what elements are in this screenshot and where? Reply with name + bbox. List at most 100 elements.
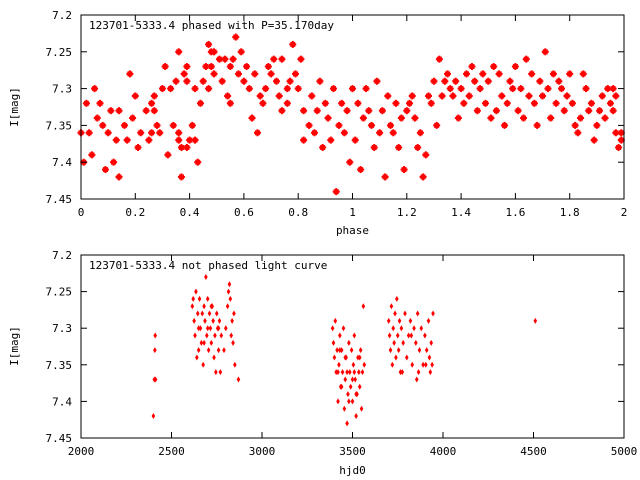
- unphased-chart-points: [151, 273, 538, 427]
- data-point: [196, 325, 201, 332]
- data-point: [392, 339, 396, 346]
- data-point: [180, 70, 188, 78]
- data-point: [161, 63, 169, 71]
- data-point: [498, 92, 506, 100]
- data-point: [361, 303, 366, 310]
- data-point: [398, 369, 403, 376]
- data-point: [115, 107, 123, 115]
- data-point: [195, 354, 199, 361]
- data-point: [425, 92, 433, 100]
- data-point: [427, 99, 435, 107]
- data-point: [579, 70, 587, 78]
- data-point: [91, 85, 99, 93]
- data-point: [334, 369, 339, 376]
- data-point: [205, 325, 210, 332]
- data-point: [183, 77, 191, 85]
- data-point: [479, 70, 487, 78]
- data-point: [346, 158, 354, 166]
- data-point: [354, 99, 362, 107]
- data-point: [210, 48, 218, 56]
- data-point: [240, 77, 248, 85]
- data-point: [286, 77, 294, 85]
- data-point: [349, 85, 356, 93]
- data-point: [227, 281, 232, 288]
- data-point: [330, 325, 335, 332]
- data-point: [520, 114, 528, 122]
- data-point: [82, 99, 90, 107]
- data-point: [210, 70, 218, 78]
- data-point: [365, 107, 373, 115]
- data-point: [248, 114, 256, 122]
- data-point: [490, 63, 498, 71]
- data-point: [349, 347, 354, 354]
- y-tick-label: 7.4: [52, 395, 72, 408]
- data-point: [204, 273, 208, 280]
- data-point: [609, 107, 617, 115]
- data-point: [471, 77, 479, 85]
- data-point: [395, 332, 400, 339]
- data-point: [151, 413, 156, 420]
- data-point: [200, 310, 205, 317]
- data-point: [245, 85, 253, 93]
- data-point: [409, 332, 414, 339]
- data-point: [419, 325, 424, 332]
- phased-chart-ticks: 0 0.2 0.4 0.6 0.8 1 1.2 1.4 1.6 1.8 2 7.2 7.25 7.3 7.3…: [46, 9, 628, 219]
- data-point: [342, 405, 347, 412]
- data-point: [175, 48, 183, 56]
- data-point: [503, 99, 511, 107]
- data-point: [596, 107, 604, 115]
- data-point: [357, 166, 365, 174]
- data-point: [264, 63, 272, 71]
- y-tick-label: 7.3: [52, 83, 72, 96]
- data-point: [142, 107, 150, 115]
- data-point: [153, 376, 158, 383]
- data-point: [394, 354, 398, 361]
- data-point: [190, 303, 195, 310]
- data-point: [267, 70, 275, 78]
- data-point: [148, 129, 156, 137]
- data-point: [615, 143, 623, 151]
- data-point: [400, 166, 408, 174]
- data-point: [386, 317, 391, 324]
- data-point: [319, 143, 327, 151]
- x-tick-label: 0.4: [180, 206, 200, 219]
- data-point: [446, 85, 454, 93]
- x-tick-label: 0.8: [288, 206, 308, 219]
- data-point: [422, 151, 430, 159]
- data-point: [224, 325, 228, 332]
- data-point: [429, 339, 434, 346]
- data-point: [351, 136, 359, 144]
- data-point: [395, 295, 399, 302]
- data-point: [544, 85, 552, 93]
- phased-chart-x-axis-label: phase: [336, 224, 369, 237]
- data-point: [172, 77, 180, 85]
- data-point: [199, 77, 207, 85]
- data-point: [558, 85, 566, 93]
- data-point: [441, 77, 449, 85]
- data-point: [549, 70, 557, 78]
- data-point: [452, 77, 460, 85]
- data-point: [343, 354, 348, 361]
- data-point: [354, 391, 358, 398]
- data-point: [148, 99, 156, 107]
- data-point: [196, 99, 204, 107]
- data-point: [221, 55, 229, 63]
- data-point: [332, 354, 337, 361]
- x-tick-label: 1.2: [397, 206, 417, 219]
- data-point: [357, 369, 361, 376]
- data-point: [209, 339, 214, 346]
- x-tick-label: 4500: [520, 445, 547, 458]
- data-point: [574, 129, 582, 137]
- x-tick-label: 3500: [339, 445, 366, 458]
- data-point: [547, 114, 555, 122]
- data-point: [347, 369, 352, 376]
- phased-chart-points: [77, 33, 625, 196]
- x-tick-label: 2500: [158, 445, 185, 458]
- data-point: [351, 361, 356, 368]
- data-point: [598, 92, 606, 100]
- data-point: [341, 325, 346, 332]
- data-point: [338, 347, 342, 354]
- data-point: [411, 114, 419, 122]
- data-point: [278, 55, 286, 63]
